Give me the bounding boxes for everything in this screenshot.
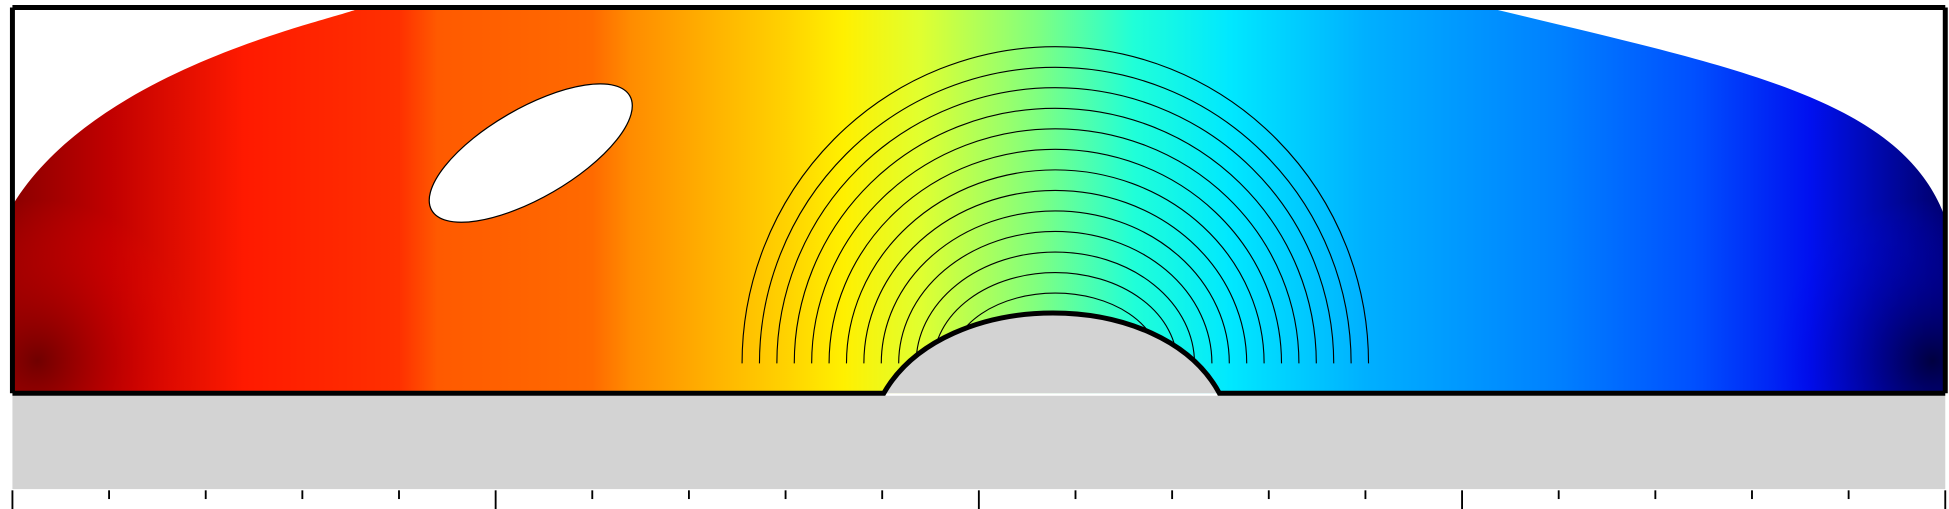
ground bbox=[12, 395, 1946, 490]
contour-line bbox=[898, 230, 1213, 364]
contour-line bbox=[758, 66, 1352, 364]
contour-line bbox=[828, 148, 1283, 364]
contour-line bbox=[811, 128, 1300, 364]
contour-line bbox=[932, 271, 1178, 364]
contour-line bbox=[915, 251, 1196, 364]
void-right bbox=[1497, 7, 1946, 218]
ticks bbox=[11, 490, 1947, 509]
field bbox=[12, 7, 1946, 394]
bump bbox=[883, 312, 1220, 394]
contour-line bbox=[863, 189, 1248, 364]
contour-line bbox=[845, 169, 1265, 364]
void-left bbox=[12, 7, 361, 206]
contour-line bbox=[741, 46, 1370, 364]
contour-line bbox=[880, 210, 1230, 364]
void-hole bbox=[428, 83, 633, 223]
frame bbox=[9, 4, 1948, 396]
contour-line bbox=[793, 107, 1317, 364]
contour-line bbox=[776, 87, 1335, 364]
